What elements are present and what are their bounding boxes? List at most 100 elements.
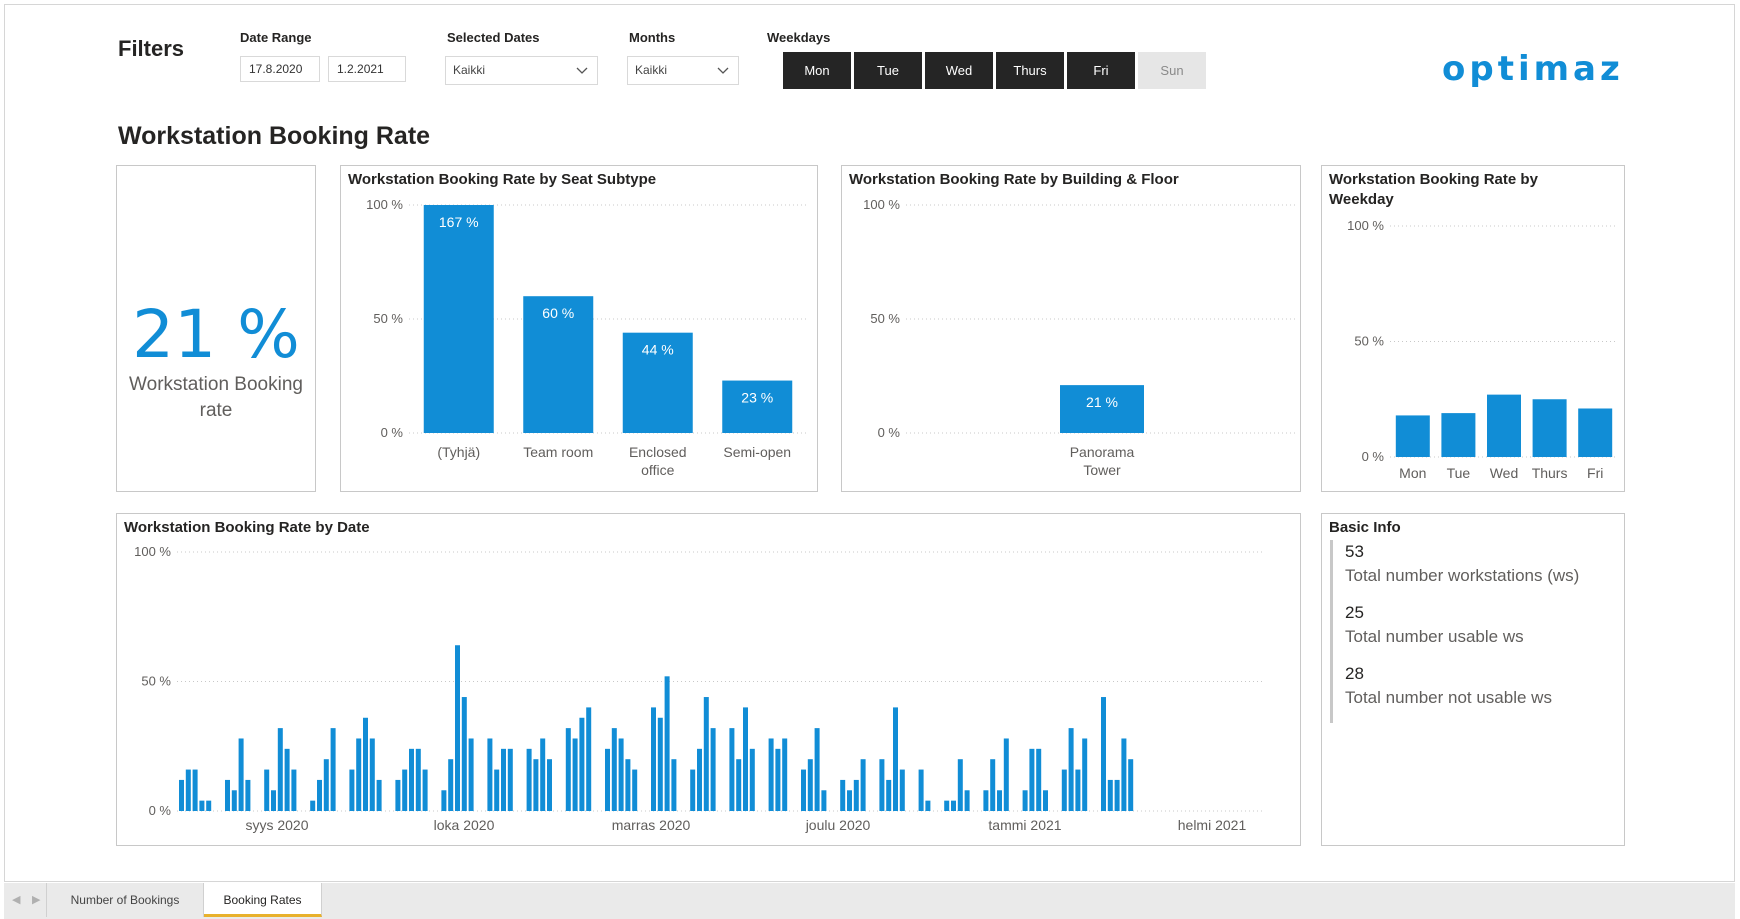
bar <box>749 748 755 811</box>
info-value: 25 <box>1345 603 1364 622</box>
info-label: Total number workstations (ws) <box>1345 566 1580 585</box>
bar <box>423 205 494 433</box>
date-range-label: Date Range <box>240 30 312 45</box>
bar <box>349 769 355 811</box>
chart-card-seat-subtype[interactable]: Workstation Booking Rate by Seat Subtype… <box>340 165 818 492</box>
months-value: Kaikki <box>635 63 668 77</box>
bar <box>179 779 184 811</box>
kpi-label: Workstation Booking rate <box>129 374 303 421</box>
selected-dates-label: Selected Dates <box>447 30 540 45</box>
selected-dates-dropdown[interactable]: Kaikki <box>445 56 598 85</box>
chevron-down-icon <box>717 67 729 74</box>
tab-scroll-left-icon[interactable]: ◀ <box>12 894 21 906</box>
y-tick-label: 0 % <box>149 803 172 818</box>
x-tick-label: Wed <box>1490 465 1519 481</box>
weekday-chart: 0 % 50 % 100 % Mon Tue Wed Thurs Fri <box>1347 218 1618 481</box>
bar <box>526 748 532 811</box>
bar <box>925 800 931 811</box>
bar <box>415 748 421 811</box>
bar <box>363 717 368 811</box>
bar <box>1107 779 1113 811</box>
chart-card-weekday[interactable]: Workstation Booking Rate by Weekday 0 % 5… <box>1321 165 1625 492</box>
bar <box>277 728 283 811</box>
bar <box>284 748 290 811</box>
bar <box>1082 738 1088 811</box>
info-item: 25 Total number usable ws <box>1345 601 1620 649</box>
bar <box>494 769 500 811</box>
seat-subtype-chart: 0 % 50 % 100 % 167 % (Tyhjä) 60 % Team room 44 … <box>366 197 807 478</box>
bar <box>618 738 624 811</box>
bar <box>632 769 638 811</box>
x-tick-label: tammi 2021 <box>988 817 1061 833</box>
bar <box>1029 748 1035 811</box>
y-tick-label: 100 % <box>366 197 403 212</box>
months-dropdown[interactable]: Kaikki <box>627 56 739 85</box>
bar <box>853 779 859 811</box>
chart-card-date[interactable]: Workstation Booking Rate by Date 0 % 50 %… <box>116 513 1301 846</box>
bar <box>185 769 191 811</box>
weekdays-label: Weekdays <box>767 30 831 45</box>
bar <box>1441 413 1476 457</box>
bar-data-label: 167 % <box>439 214 479 230</box>
bar <box>821 790 827 811</box>
bar <box>625 759 631 811</box>
bar <box>461 697 467 811</box>
x-tick-label: Semi-open <box>723 444 791 460</box>
bar <box>703 697 709 811</box>
weekday-toggle-thurs[interactable]: Thurs <box>996 52 1064 89</box>
bar <box>957 759 963 811</box>
weekday-toggle-sun[interactable]: Sun <box>1138 52 1206 89</box>
bar <box>879 759 885 811</box>
chart-card-building-floor[interactable]: Workstation Booking Rate by Building & F… <box>841 165 1301 492</box>
tab-scroll-right-icon[interactable]: ▶ <box>32 894 41 906</box>
info-item: 28 Total number not usable ws <box>1345 662 1620 710</box>
x-tick-label: syys 2020 <box>245 817 308 833</box>
kpi-value: 21 % <box>132 296 300 373</box>
weekday-toggle-tue[interactable]: Tue <box>854 52 922 89</box>
bar <box>1060 385 1144 433</box>
bar <box>1061 769 1067 811</box>
bar <box>1578 408 1613 457</box>
chevron-down-icon <box>576 67 588 74</box>
svg-text:optimaze: optimaze <box>1442 49 1624 89</box>
weekday-toggle-wed[interactable]: Wed <box>925 52 993 89</box>
kpi-card: 21 % Workstation Booking rate <box>116 165 316 492</box>
chart-title: Workstation Booking Rate by Date <box>124 519 370 536</box>
date-range-start-input[interactable]: 17.8.2020 <box>240 56 320 82</box>
bar <box>1532 399 1567 457</box>
y-tick-label: 0 % <box>381 425 404 440</box>
building-floor-chart: 0 % 50 % 100 % 21 % Panorama Tower <box>863 197 1298 478</box>
date-range-end-input[interactable]: 1.2.2021 <box>328 56 406 82</box>
bar <box>964 790 970 811</box>
basic-info-title: Basic Info <box>1329 519 1401 536</box>
bar <box>611 728 617 811</box>
weekday-toggle-mon[interactable]: Mon <box>783 52 851 89</box>
y-tick-label: 50 % <box>373 311 403 326</box>
bar <box>271 790 276 811</box>
bar <box>395 779 401 811</box>
bar <box>775 748 781 811</box>
bar <box>540 738 546 811</box>
bar <box>572 738 578 811</box>
weekday-toggle-fri[interactable]: Fri <box>1067 52 1135 89</box>
bar <box>983 790 989 811</box>
bar <box>291 769 297 811</box>
months-label: Months <box>629 30 676 45</box>
date-chart: 0 % 50 % 100 % syys 2020 loka 2020 marras 202… <box>134 544 1262 833</box>
x-tick-label: Team room <box>523 444 593 460</box>
bar <box>951 800 956 811</box>
tab-number-of-bookings[interactable]: Number of Bookings <box>46 883 204 917</box>
bar <box>369 738 375 811</box>
bar <box>565 728 571 811</box>
bar <box>899 769 905 811</box>
tab-booking-rates[interactable]: Booking Rates <box>204 883 322 917</box>
x-tick-label: Enclosed office <box>629 444 687 478</box>
bar <box>264 769 270 811</box>
bar <box>657 717 663 811</box>
bar <box>605 748 610 811</box>
bar <box>501 748 506 811</box>
y-tick-label: 100 % <box>134 544 171 559</box>
bar <box>330 728 336 811</box>
bar <box>523 296 594 433</box>
bar <box>1101 697 1106 811</box>
